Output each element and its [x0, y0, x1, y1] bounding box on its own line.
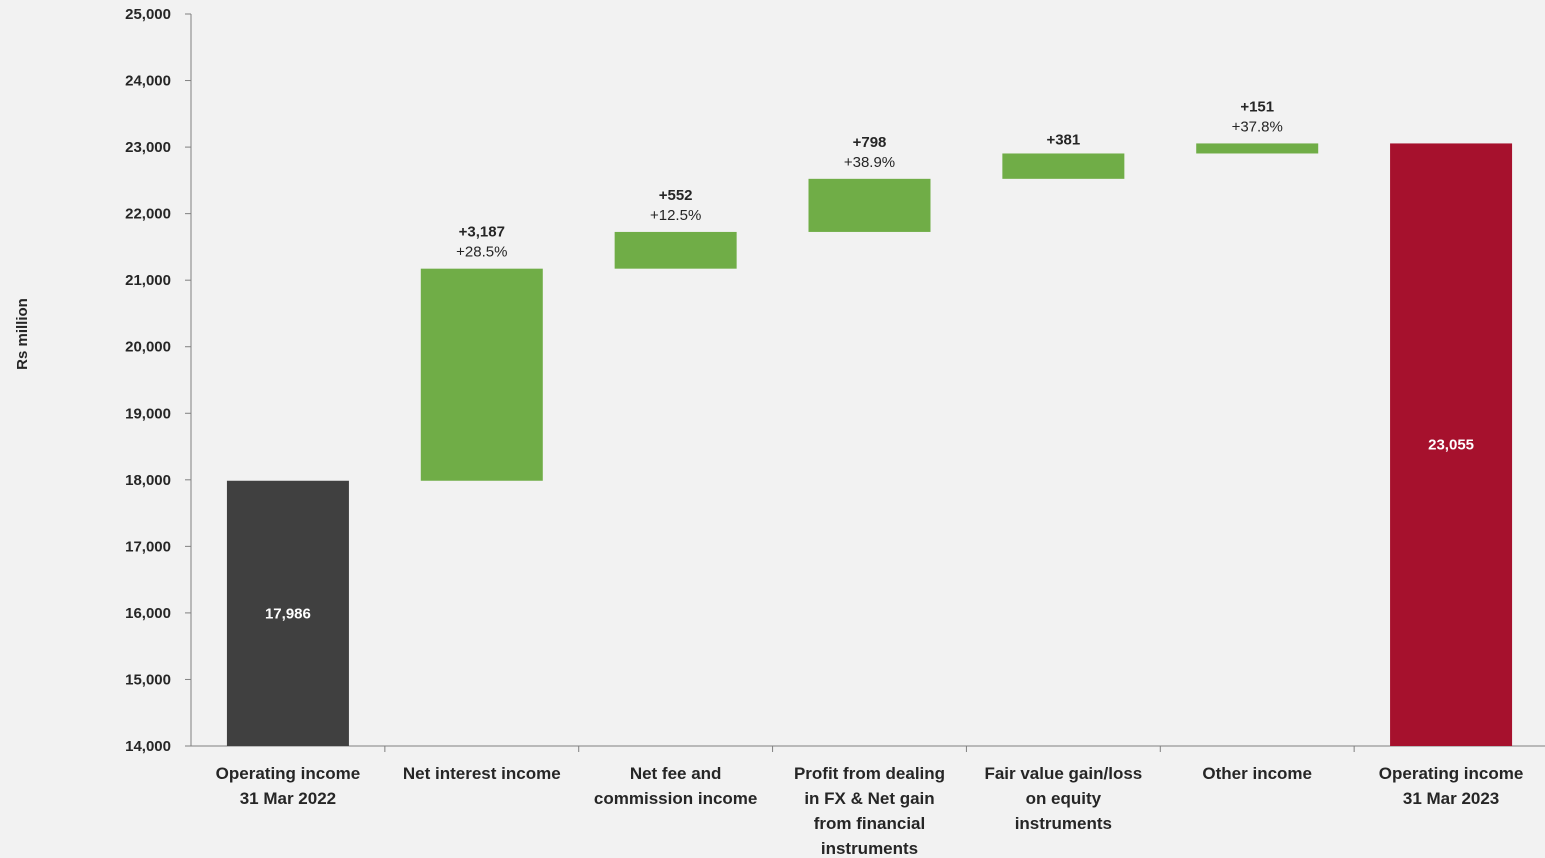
chart-bars [226, 143, 1513, 746]
y-axis-title: Rs million [14, 298, 31, 370]
bar-value-label: 17,986 [265, 605, 311, 622]
x-category-label: Profit from dealing in FX & Net gain from … [794, 764, 945, 858]
waterfall-bar [226, 480, 349, 746]
chart-axes: 14,000 15,000 16,000 17,000 18,000 19,000 20,0… [125, 6, 1545, 755]
waterfall-bar [1002, 153, 1125, 179]
y-tick-label: 17,000 [125, 538, 171, 555]
y-tick-label: 14,000 [125, 738, 171, 755]
x-category-label: Operating income 31 Mar 2023 [1379, 764, 1524, 808]
y-tick-label: 20,000 [125, 339, 171, 356]
y-tick-label: 23,000 [125, 139, 171, 156]
bar-percent-label: +37.8% [1232, 118, 1283, 135]
bar-percent-label: +28.5% [456, 244, 507, 261]
bar-delta-label: +798 [853, 134, 887, 151]
x-category-label: Net fee and commission income [594, 764, 757, 808]
bar-value-label: 23,055 [1428, 437, 1474, 454]
x-category-label: Fair value gain/loss on equity instruments [984, 764, 1142, 833]
y-tick-label: 25,000 [125, 6, 171, 23]
x-category-label: Net interest income [403, 764, 561, 783]
y-tick-label: 16,000 [125, 605, 171, 622]
y-tick-label: 19,000 [125, 405, 171, 422]
y-tick-label: 24,000 [125, 73, 171, 90]
waterfall-bar [614, 231, 737, 269]
waterfall-bar [808, 178, 931, 232]
waterfall-bar [420, 268, 543, 481]
x-category-label: Operating income 31 Mar 2022 [216, 764, 361, 808]
x-category-label: Other income [1202, 764, 1312, 783]
bar-delta-label: +151 [1240, 98, 1274, 115]
bar-delta-label: +3,187 [459, 224, 505, 241]
bar-delta-label: +381 [1046, 131, 1080, 148]
chart-labels: 17,986 Operating income 31 Mar 2022 +28.5% +… [216, 98, 1524, 858]
y-tick-label: 18,000 [125, 472, 171, 489]
bar-percent-label: +12.5% [650, 207, 701, 224]
y-tick-label: 15,000 [125, 671, 171, 688]
bar-percent-label: +38.9% [844, 154, 895, 171]
y-tick-label: 21,000 [125, 272, 171, 289]
bar-delta-label: +552 [659, 187, 693, 204]
y-tick-label: 22,000 [125, 206, 171, 223]
waterfall-bar [1196, 143, 1319, 154]
waterfall-bar [1390, 143, 1513, 746]
